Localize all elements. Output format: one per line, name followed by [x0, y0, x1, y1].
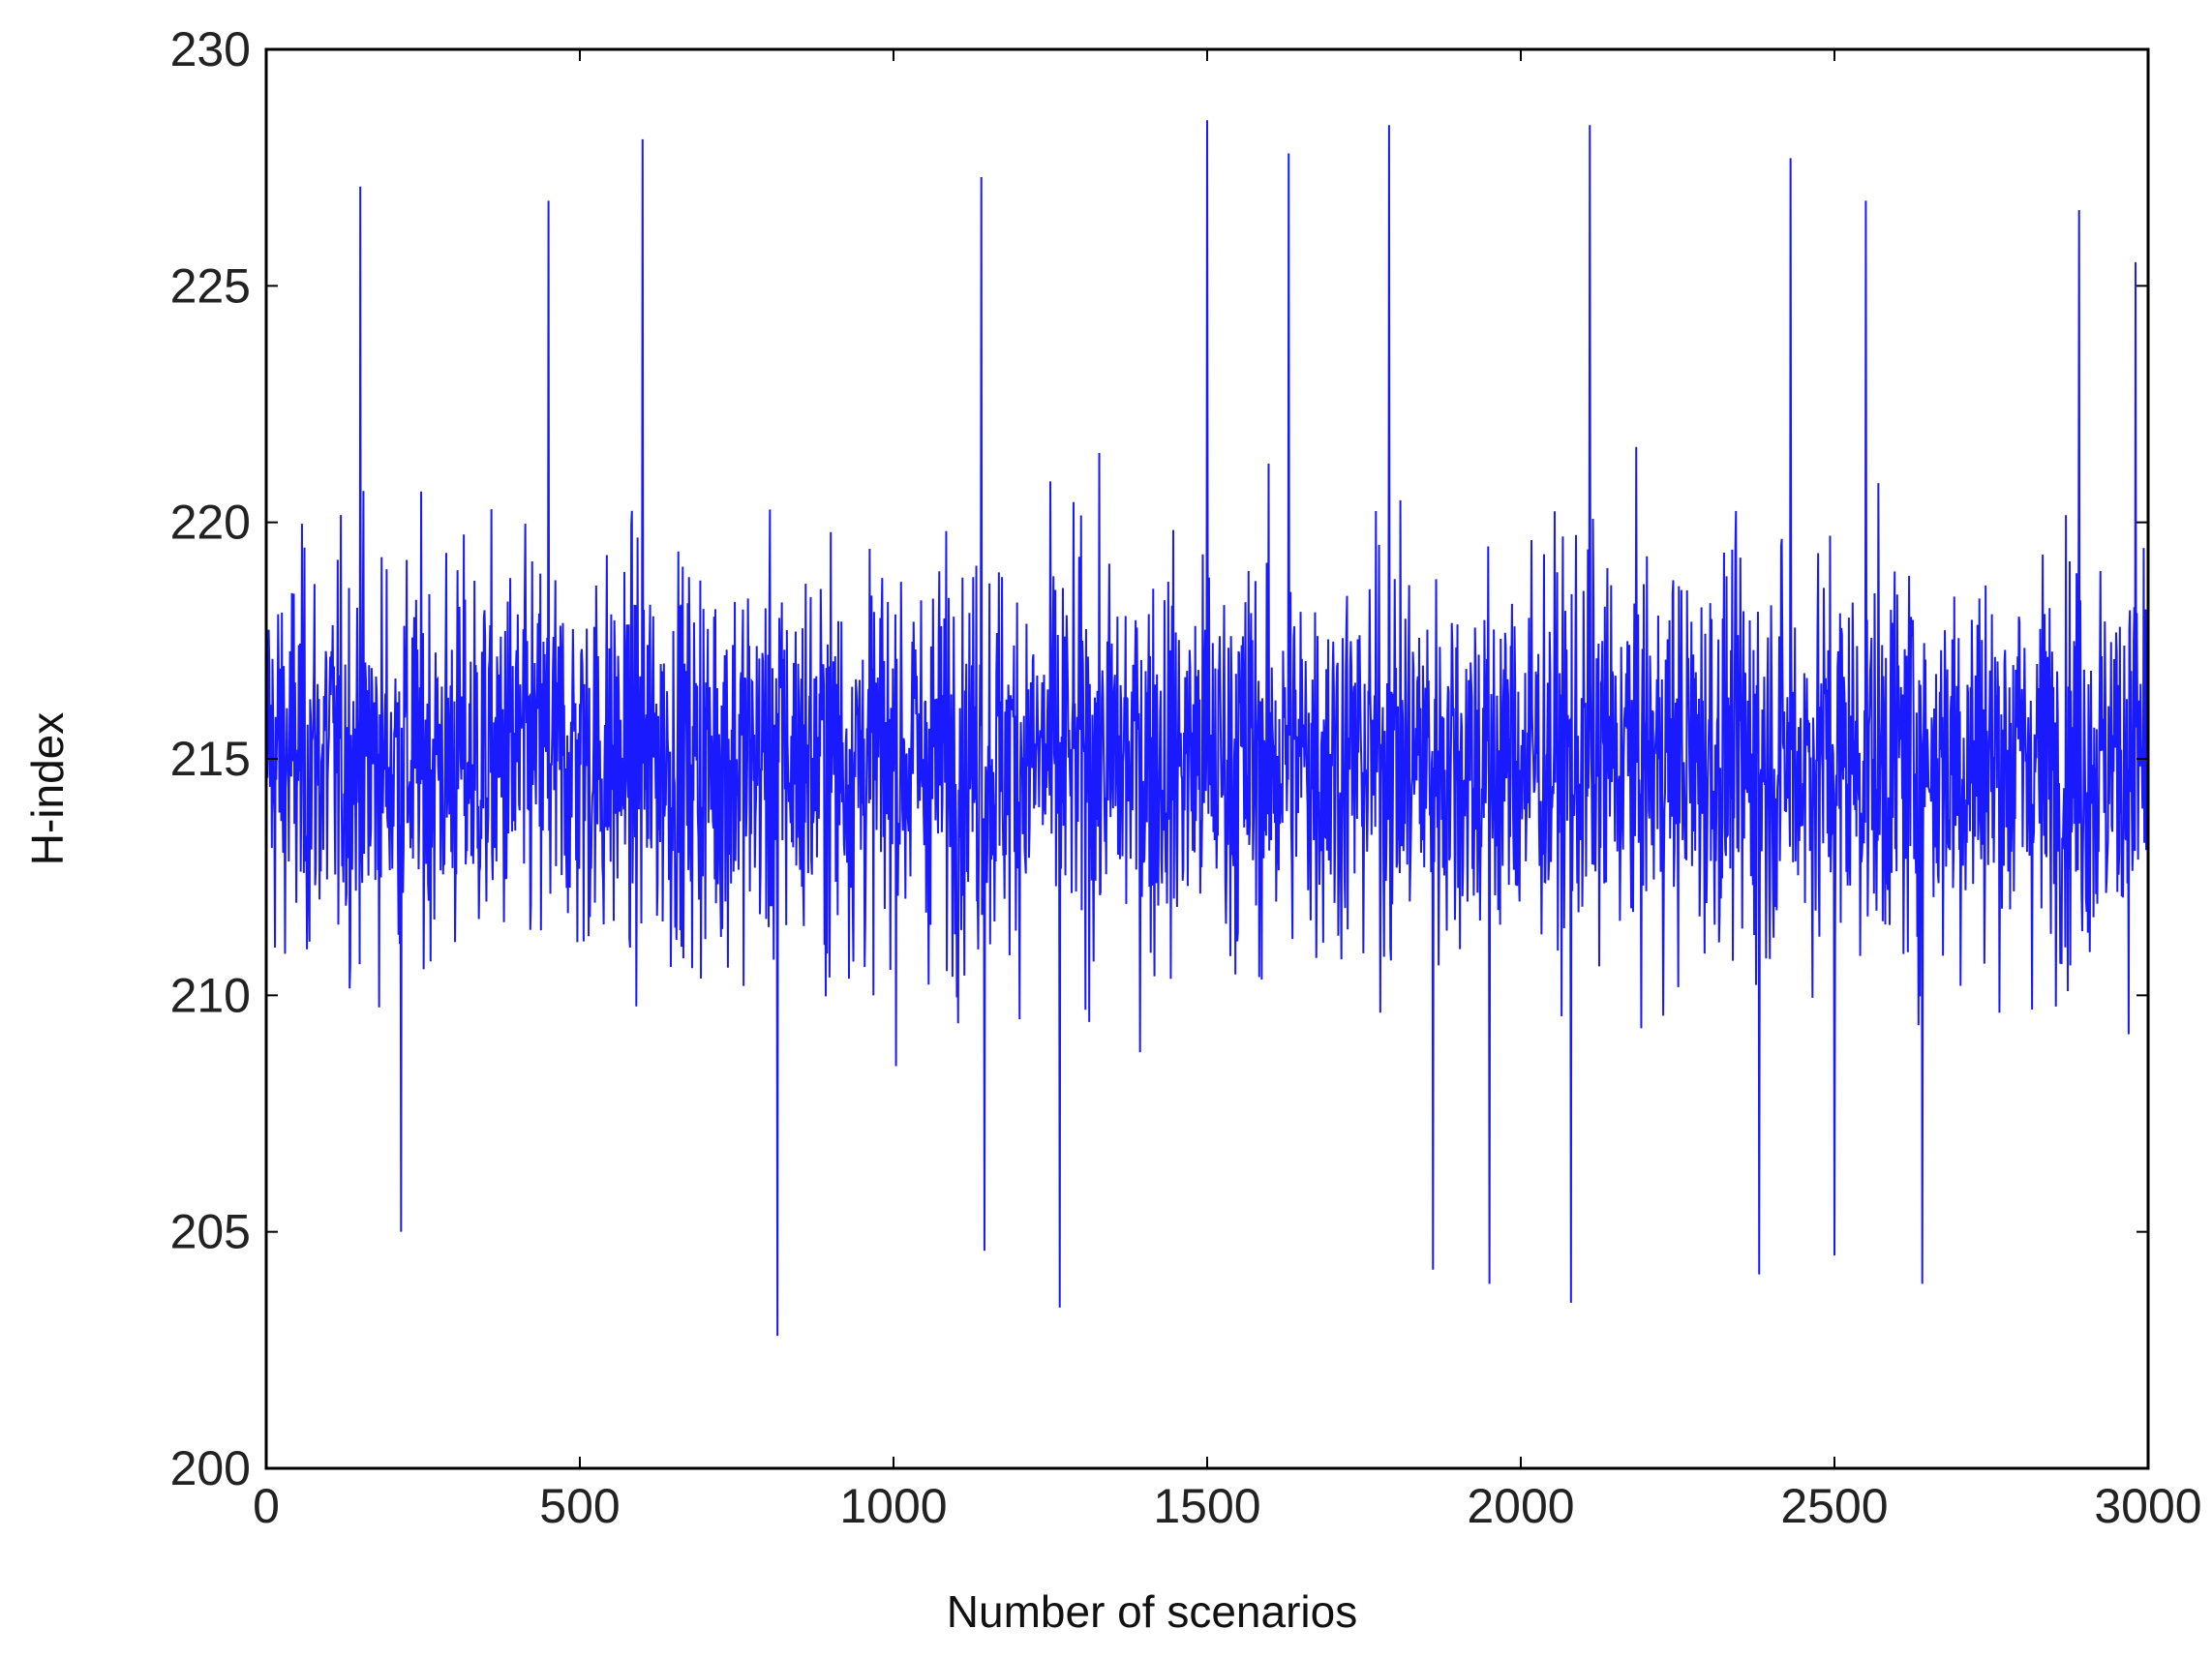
y-tick-label-200: 200 — [170, 1441, 251, 1495]
y-tick-label-225: 225 — [170, 258, 251, 313]
x-tick-label-2000: 2000 — [1467, 1479, 1574, 1533]
h-index-series-line — [265, 120, 2149, 1337]
y-tick-label-230: 230 — [170, 22, 251, 76]
series-group — [265, 120, 2149, 1337]
y-tick-label-205: 205 — [170, 1205, 251, 1259]
x-tick-label-3000: 3000 — [2094, 1479, 2201, 1533]
y-tick-label-215: 215 — [170, 732, 251, 786]
ticks-group: 0 500 1000 1500 2000 2500 3000 200 205 210 215 220 2… — [170, 22, 2202, 1533]
x-tick-label-500: 500 — [539, 1479, 620, 1533]
x-tick-label-1500: 1500 — [1153, 1479, 1260, 1533]
x-axis-title: Number of scenarios — [947, 1586, 1357, 1637]
y-tick-label-220: 220 — [170, 496, 251, 550]
x-tick-label-2500: 2500 — [1780, 1479, 1888, 1533]
y-axis-title: H-index — [22, 712, 73, 866]
y-tick-label-210: 210 — [170, 968, 251, 1022]
x-tick-label-0: 0 — [253, 1479, 280, 1533]
x-tick-label-1000: 1000 — [839, 1479, 947, 1533]
